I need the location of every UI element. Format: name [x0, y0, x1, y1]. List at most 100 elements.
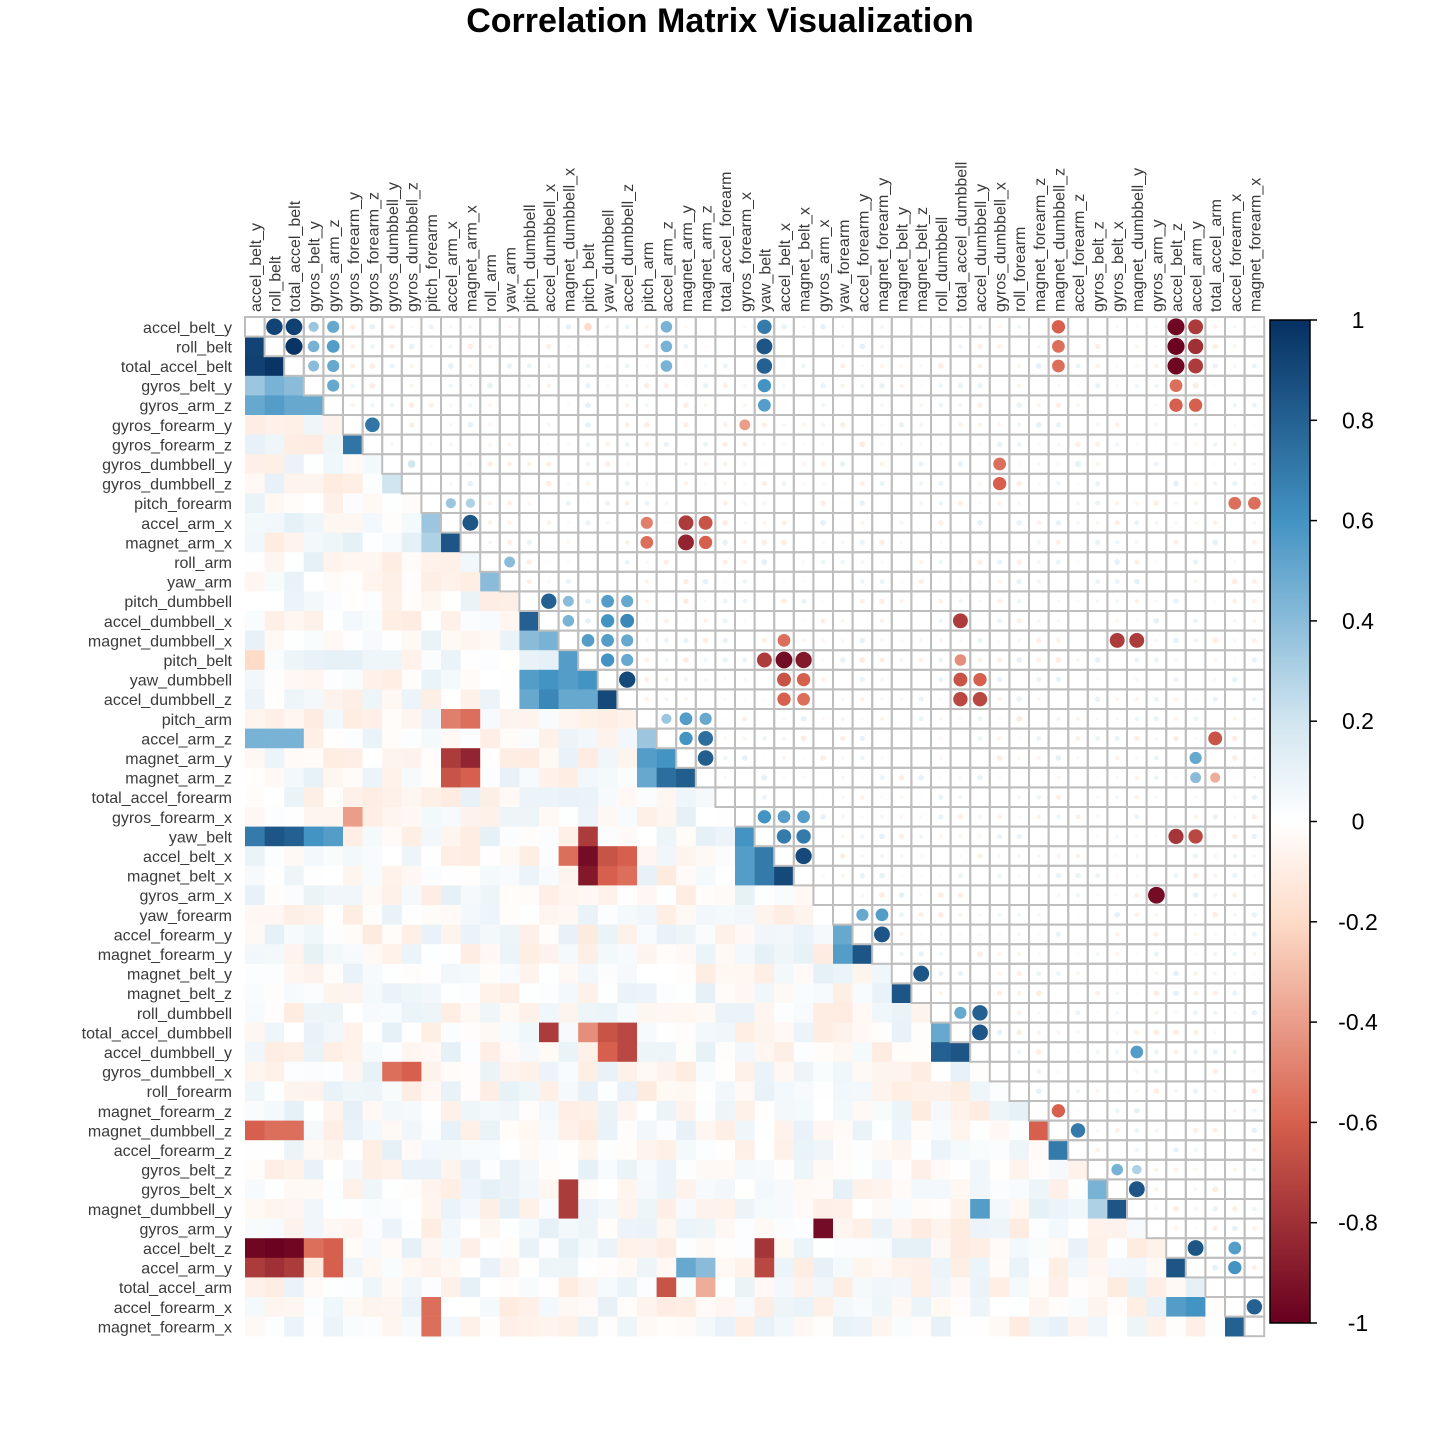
lower-cell [421, 767, 442, 788]
upper-circle [350, 344, 356, 349]
upper-circle [528, 443, 531, 446]
lower-cell [931, 1257, 951, 1278]
lower-cell [617, 1297, 638, 1317]
lower-cell [421, 1081, 442, 1102]
upper-circle [821, 442, 825, 446]
lower-cell [343, 1297, 363, 1317]
lower-cell [852, 1101, 873, 1121]
lower-cell [460, 885, 481, 906]
lower-cell [323, 1042, 344, 1063]
lower-cell [715, 1218, 736, 1239]
lower-cell [441, 905, 461, 925]
lower-cell [695, 1042, 716, 1063]
upper-circle [919, 384, 923, 387]
lower-cell [401, 571, 422, 592]
upper-circle [1035, 363, 1042, 369]
lower-cell [637, 865, 657, 886]
upper-circle [1212, 1264, 1219, 1271]
upper-circle [996, 441, 1003, 448]
lower-cell [539, 846, 559, 867]
lower-cell [460, 963, 481, 984]
column-label: total_accel_belt [287, 200, 304, 312]
lower-cell [558, 1179, 579, 1200]
upper-circle [1193, 736, 1198, 741]
lower-cell [539, 787, 559, 808]
lower-cell [676, 1277, 697, 1298]
upper-circle [997, 324, 1002, 329]
upper-circle [842, 600, 844, 602]
upper-circle [684, 384, 688, 387]
upper-circle [601, 634, 614, 647]
upper-circle [1038, 894, 1040, 896]
lower-cell [558, 944, 579, 965]
upper-circle [1134, 1030, 1140, 1035]
upper-circle [1017, 815, 1021, 819]
upper-circle [1037, 325, 1041, 329]
grid-cell [1243, 1315, 1266, 1338]
lower-cell [362, 865, 383, 886]
upper-circle [1016, 970, 1022, 977]
upper-circle [1111, 1163, 1123, 1176]
upper-circle [1253, 678, 1256, 681]
upper-circle [940, 424, 942, 426]
row-label: gyros_arm_y [140, 1221, 232, 1238]
row-label: magnet_dumbbell_y [88, 1202, 232, 1219]
upper-circle [1193, 952, 1198, 956]
upper-circle [703, 461, 708, 467]
upper-circle [1135, 834, 1139, 839]
lower-cell [264, 1081, 285, 1102]
column-label: total_accel_arm [1208, 199, 1225, 312]
upper-circle [1016, 618, 1022, 624]
upper-circle [919, 638, 924, 643]
upper-circle [1253, 345, 1256, 348]
lower-cell [813, 1120, 834, 1141]
upper-circle [977, 363, 983, 369]
lower-cell [382, 1061, 403, 1082]
lower-cell [401, 552, 422, 573]
upper-circle [1096, 893, 1100, 897]
lower-cell [401, 787, 422, 808]
upper-circle [796, 829, 811, 844]
column-label: roll_arm [483, 254, 500, 312]
upper-circle [958, 854, 963, 858]
upper-circle [644, 382, 650, 389]
lower-cell [421, 571, 442, 592]
lower-cell [852, 983, 873, 1004]
upper-circle [704, 502, 707, 505]
upper-circle [1193, 1010, 1199, 1016]
lower-cell [480, 650, 501, 671]
upper-circle [763, 678, 766, 681]
upper-circle [1246, 1299, 1263, 1315]
matrix-cells [245, 318, 1263, 1337]
lower-cell [362, 1238, 383, 1259]
upper-circle [757, 810, 772, 824]
lower-cell [303, 571, 324, 592]
lower-cell [1029, 1238, 1049, 1259]
lower-cell [989, 1101, 1010, 1121]
upper-circle [1116, 816, 1118, 818]
upper-circle [1017, 756, 1022, 760]
lower-cell [578, 1277, 599, 1298]
upper-circle [1174, 933, 1178, 936]
lower-cell [480, 1061, 501, 1082]
lower-cell [264, 709, 285, 729]
lower-cell [284, 1277, 305, 1298]
lower-cell [1127, 1218, 1147, 1239]
upper-circle [722, 559, 728, 565]
lower-cell [323, 493, 344, 514]
lower-cell [833, 1159, 853, 1180]
lower-cell [715, 1003, 736, 1023]
lower-cell [441, 1061, 461, 1082]
upper-circle [606, 423, 609, 427]
lower-cell [715, 1179, 736, 1200]
lower-cell [343, 1101, 363, 1121]
lower-cell [480, 1140, 501, 1161]
lower-cell [833, 1061, 853, 1082]
lower-cell [1127, 1238, 1147, 1259]
lower-cell [950, 1277, 971, 1298]
lower-cell [441, 669, 461, 690]
lower-cell [793, 1179, 814, 1200]
lower-cell [715, 1022, 736, 1043]
lower-cell [382, 1120, 403, 1141]
upper-circle [840, 638, 845, 643]
